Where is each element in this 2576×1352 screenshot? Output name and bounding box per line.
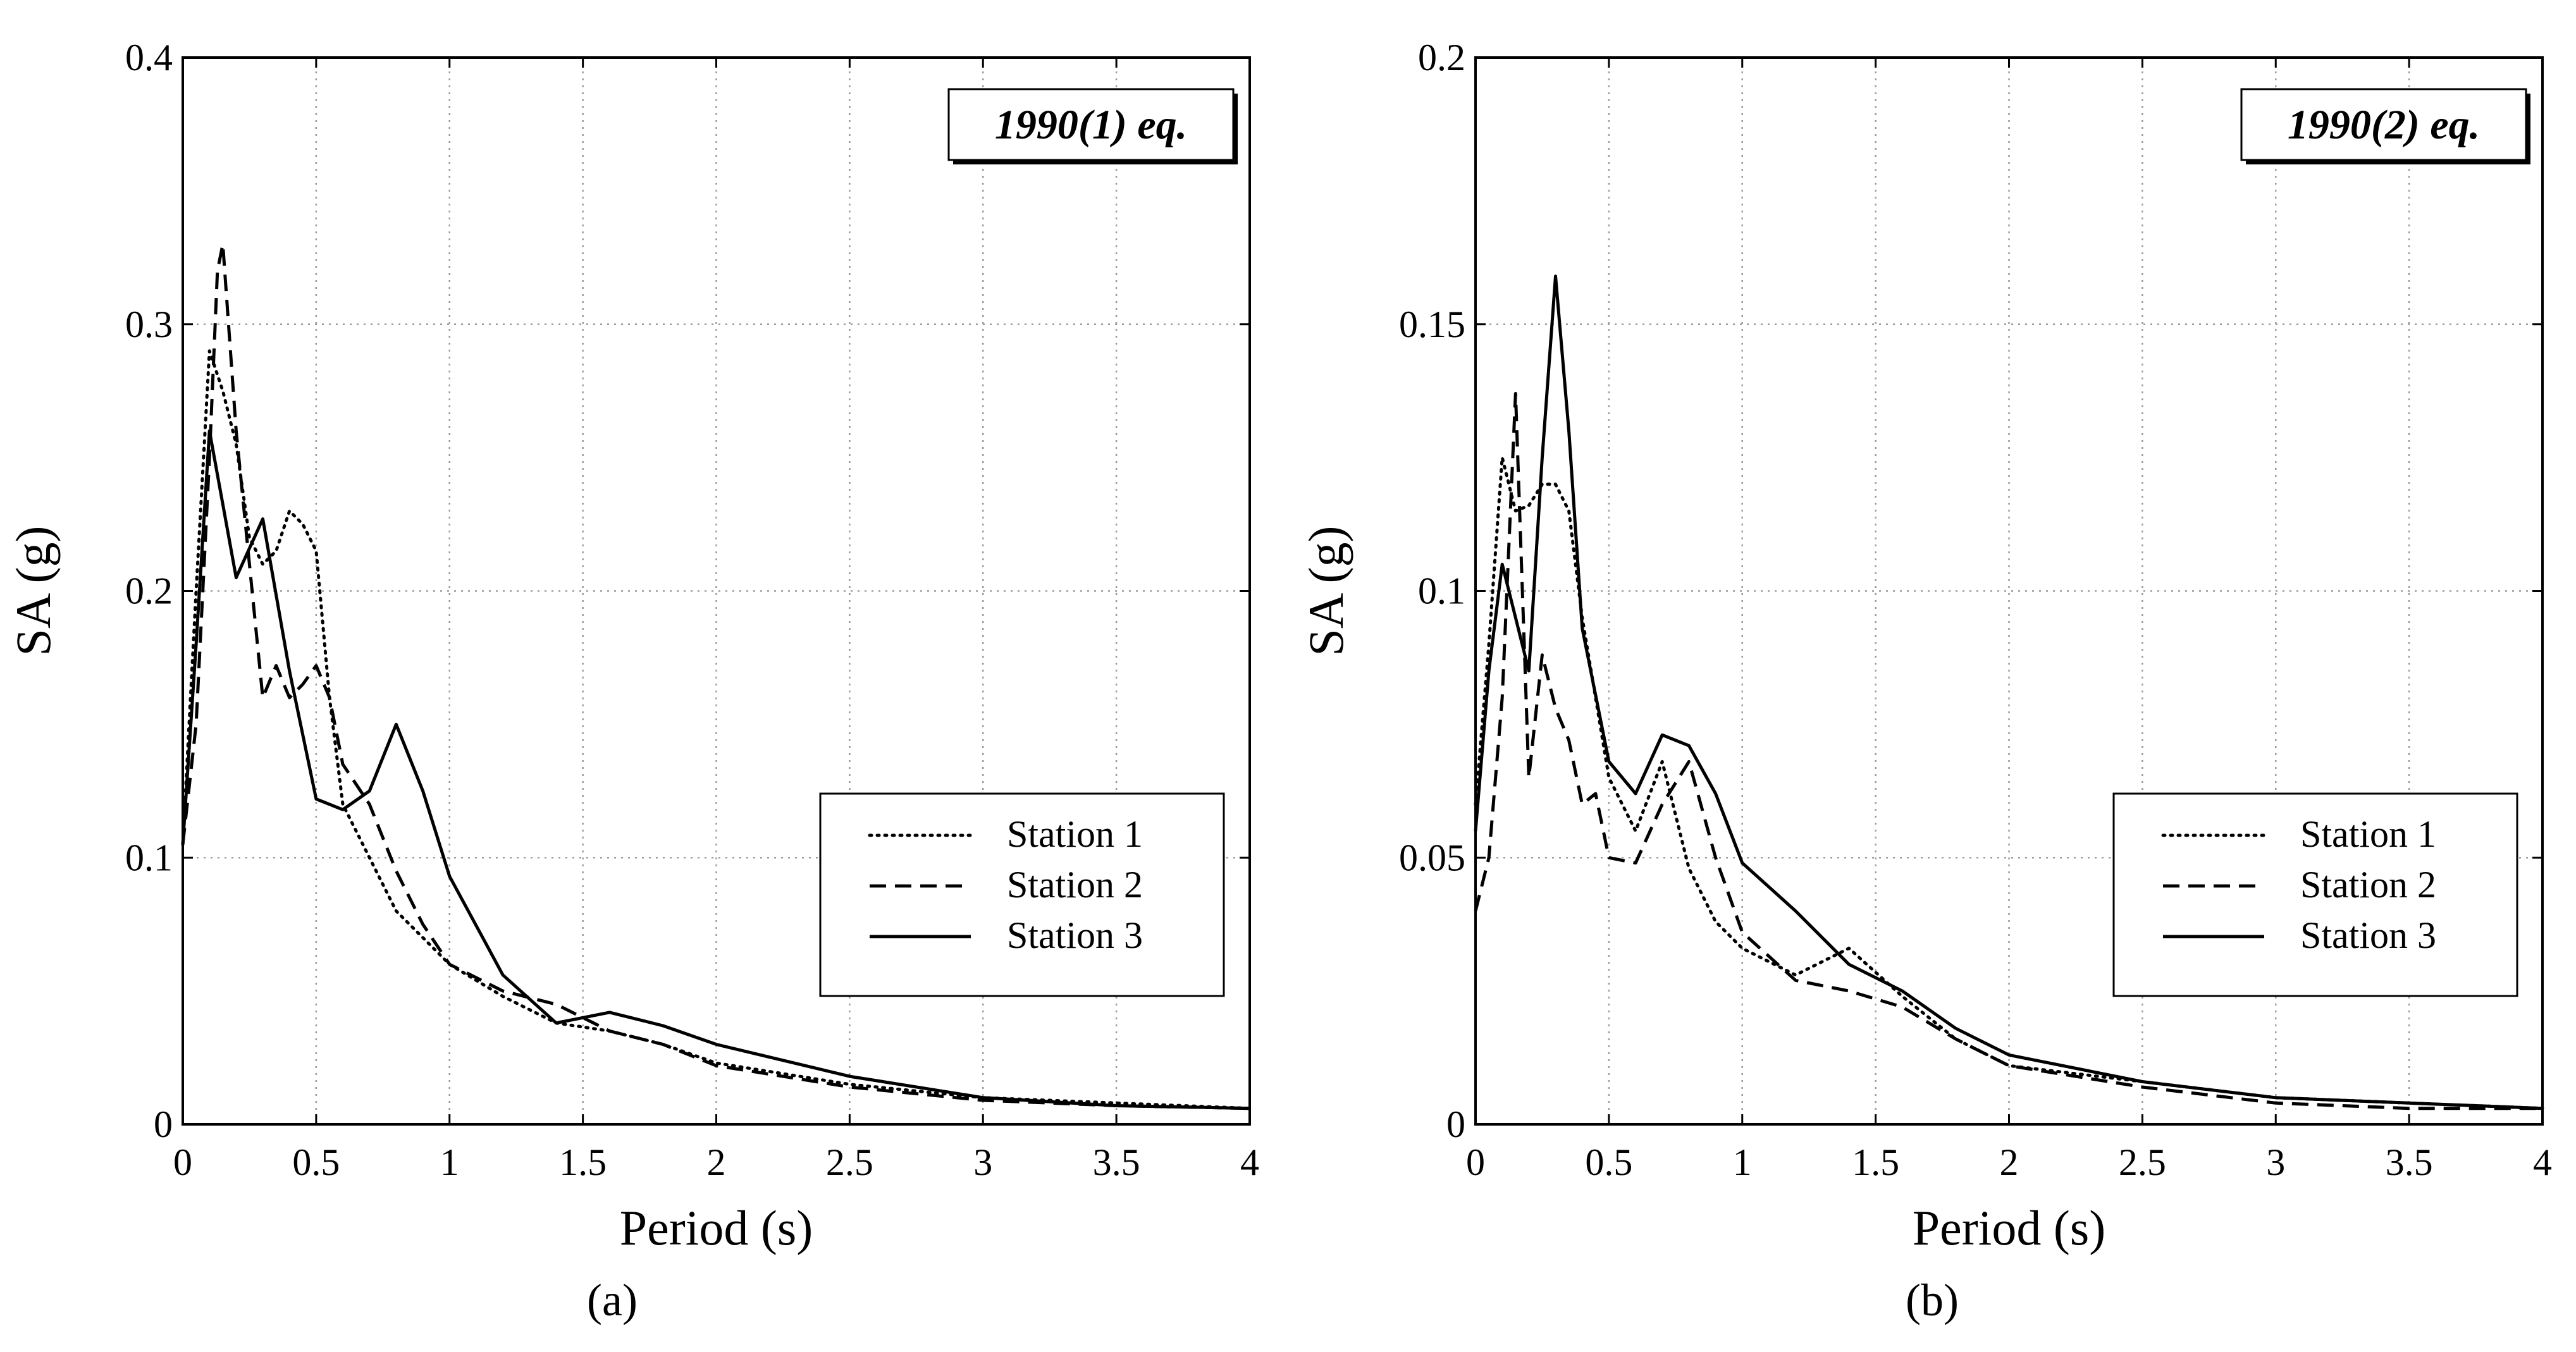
x-tick-label: 2 (707, 1141, 726, 1183)
x-axis-label: Period (s) (620, 1200, 813, 1255)
series-line-station-2 (1474, 391, 2542, 1110)
x-tick-label: 2 (2000, 1141, 2019, 1183)
x-tick-label: 1.5 (1852, 1141, 1899, 1183)
chart-panel-b: 0 0.5 1 1.5 2 2.5 3 3.5 4 0 0.05 0.1 0.15 0.2 1990(2) … (1298, 37, 2552, 1255)
legend-label-station-3: Station 3 (2300, 914, 2436, 956)
x-tick-label: 2.5 (826, 1141, 873, 1183)
x-axis-label: Period (s) (1913, 1200, 2105, 1255)
x-tick-label: 3 (973, 1141, 992, 1183)
y-tick-label: 0.4 (125, 37, 173, 78)
series-line-station-1 (181, 349, 1252, 1110)
x-tick-label: 1 (440, 1141, 459, 1183)
y-tick-label: 0.1 (125, 837, 173, 878)
y-tick-label: 0 (1446, 1103, 1465, 1145)
plot-frame (1474, 56, 2544, 1126)
chart-title: 1990(1) eq. (995, 102, 1187, 148)
series-line-station-2 (181, 242, 1250, 1110)
chart-panel-a: 0 0.5 1 1.5 2 2.5 3 3.5 4 0 0.1 0.2 0.3 0.4 1990(1) eq… (6, 37, 1259, 1255)
x-tick-label: 4 (1240, 1141, 1259, 1183)
chart-title: 1990(2) eq. (2288, 102, 2480, 148)
y-tick-label: 0.1 (1418, 570, 1465, 612)
x-tick-label: 4 (2533, 1141, 2552, 1183)
y-tick-label: 0 (154, 1103, 173, 1145)
y-tick-label: 0.05 (1399, 837, 1465, 878)
y-tick-label: 0.3 (125, 304, 173, 345)
legend-label-station-1: Station 1 (1007, 813, 1143, 855)
title-box (947, 88, 1235, 161)
legend-box (2112, 792, 2518, 997)
x-tick-label: 3 (2266, 1141, 2285, 1183)
panel-label-a: (a) (587, 1275, 638, 1325)
x-tick-label: 0 (1466, 1141, 1485, 1183)
legend-label-station-1: Station 1 (2300, 813, 2436, 855)
panel-label-b: (b) (1906, 1275, 1959, 1325)
x-tick-label: 2.5 (2119, 1141, 2166, 1183)
series-line-station-3 (181, 429, 1250, 1110)
y-tick-label: 0.15 (1399, 304, 1465, 345)
x-tick-label: 3.5 (1093, 1141, 1140, 1183)
x-tick-label: 0.5 (292, 1141, 340, 1183)
y-axis-label: SA (g) (1298, 526, 1353, 656)
legend-box (819, 792, 1225, 997)
x-tick-label: 1 (1733, 1141, 1752, 1183)
legend-label-station-2: Station 2 (2300, 864, 2436, 906)
legend-label-station-3: Station 3 (1007, 914, 1143, 956)
x-tick-label: 3.5 (2386, 1141, 2433, 1183)
title-box (2240, 88, 2527, 161)
x-tick-label: 0 (173, 1141, 192, 1183)
y-tick-label: 0.2 (1418, 37, 1465, 78)
plot-frame (182, 56, 1251, 1126)
series-line-station-1 (1474, 456, 2544, 1110)
y-tick-label: 0.2 (125, 570, 173, 612)
x-tick-label: 1.5 (559, 1141, 607, 1183)
legend-label-station-2: Station 2 (1007, 864, 1143, 906)
x-tick-label: 0.5 (1585, 1141, 1632, 1183)
y-axis-label: SA (g) (6, 526, 61, 656)
series-line-station-3 (1474, 274, 2543, 1110)
